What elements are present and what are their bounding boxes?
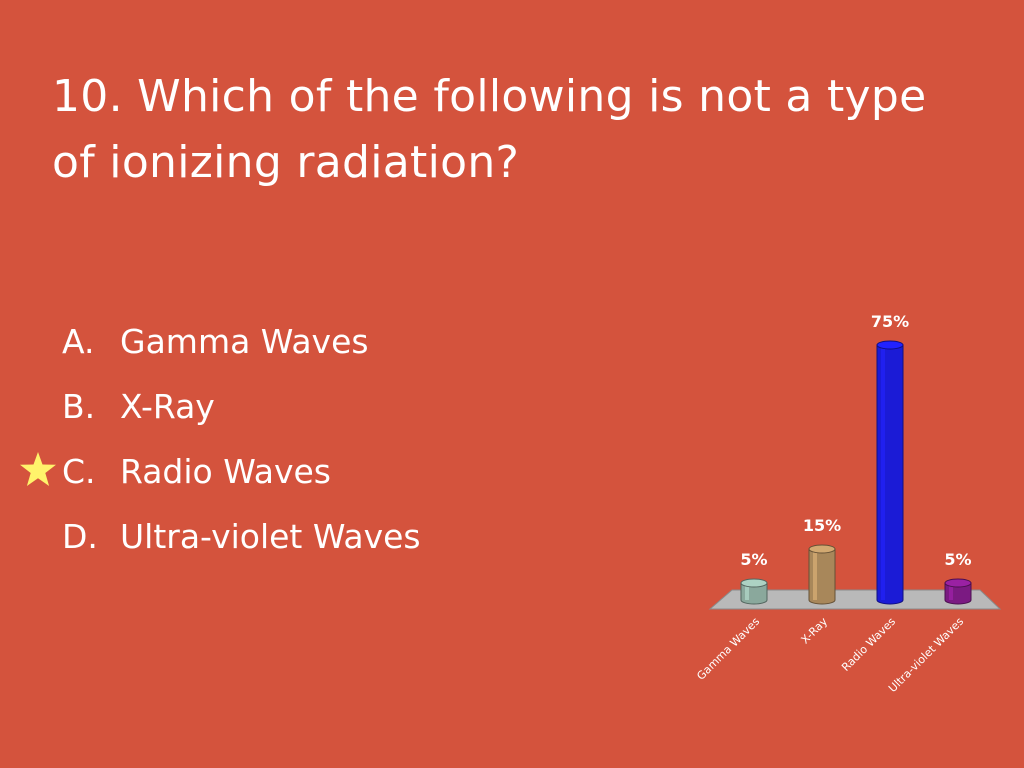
answer-text: X-Ray: [120, 387, 215, 426]
answer-c: C. Radio Waves: [20, 446, 421, 511]
answer-text: Radio Waves: [120, 452, 331, 491]
category-label: Radio Waves: [839, 615, 898, 674]
bar-top: [876, 340, 904, 350]
data-label: 5%: [740, 550, 767, 569]
correct-star-icon: [20, 452, 56, 486]
question-title: 10. Which of the following is not a type…: [52, 71, 927, 188]
answer-letter: D.: [62, 517, 98, 556]
bar-top: [944, 578, 972, 588]
answer-list: A. Gamma Waves B. X-Ray C. Radio Waves D. Ul…: [20, 316, 421, 576]
answer-letter: B.: [62, 387, 96, 426]
bar-top: [740, 578, 768, 588]
data-label: 75%: [871, 312, 909, 331]
bar-highlight: [745, 583, 749, 600]
answer-text: Ultra-violet Waves: [120, 517, 421, 556]
answer-d: D. Ultra-violet Waves: [62, 511, 421, 576]
bar-x-ray: [808, 548, 836, 605]
category-label: Ultra-violet Waves: [886, 615, 966, 695]
bar-top: [808, 544, 836, 554]
answer-letter: C.: [62, 452, 96, 491]
star-shape: [20, 452, 56, 486]
data-label: 15%: [803, 516, 841, 535]
data-label: 5%: [944, 550, 971, 569]
bar-radio-waves: [876, 344, 904, 605]
bar-highlight: [881, 345, 885, 600]
answer-b: B. X-Ray: [62, 381, 421, 446]
bar-highlight: [813, 549, 817, 600]
answer-a: A. Gamma Waves: [62, 316, 421, 381]
answer-text: Gamma Waves: [120, 322, 369, 361]
answer-letter: A.: [62, 322, 95, 361]
category-label: Gamma Waves: [694, 615, 762, 683]
category-label: X-Ray: [799, 615, 831, 647]
bar-highlight: [949, 583, 953, 600]
